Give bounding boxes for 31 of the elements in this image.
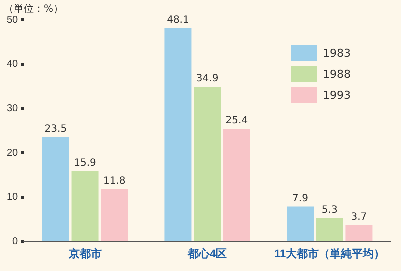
bar	[72, 171, 99, 242]
bar	[287, 206, 314, 242]
legend-label: 1988	[323, 68, 351, 80]
bar	[316, 218, 344, 242]
y-tick-label: 10	[7, 192, 19, 204]
data-label: 11.8	[103, 176, 126, 188]
y-axis-title: （単位：%）	[4, 3, 64, 16]
x-tick-label: 都心4区	[187, 247, 228, 260]
x-tick-label: 京都市	[68, 247, 102, 260]
y-tick-label: 20	[7, 148, 19, 159]
legend-label: 1993	[323, 88, 351, 102]
data-label: 3.7	[351, 212, 368, 223]
data-label: 23.5	[44, 124, 68, 136]
data-label: 48.1	[167, 15, 190, 26]
y-tick-label: 30	[7, 103, 19, 114]
y-tick-label: 50	[7, 14, 19, 26]
bar	[346, 225, 373, 242]
bar	[194, 86, 222, 242]
bar	[101, 189, 128, 242]
data-label: 25.4	[226, 116, 248, 127]
bar	[223, 129, 250, 242]
data-label: 5.3	[322, 204, 338, 216]
legend-label: 1983	[323, 46, 351, 60]
data-label: 34.9	[196, 74, 219, 85]
y-tick-label: 40	[7, 59, 19, 70]
x-tick-label: 11大都市（単純平均）	[274, 247, 386, 260]
y-tick-label: 0	[12, 236, 19, 248]
bar	[164, 28, 192, 242]
data-label: 15.9	[74, 158, 96, 169]
bar	[42, 138, 70, 242]
data-label: 7.9	[292, 193, 308, 204]
